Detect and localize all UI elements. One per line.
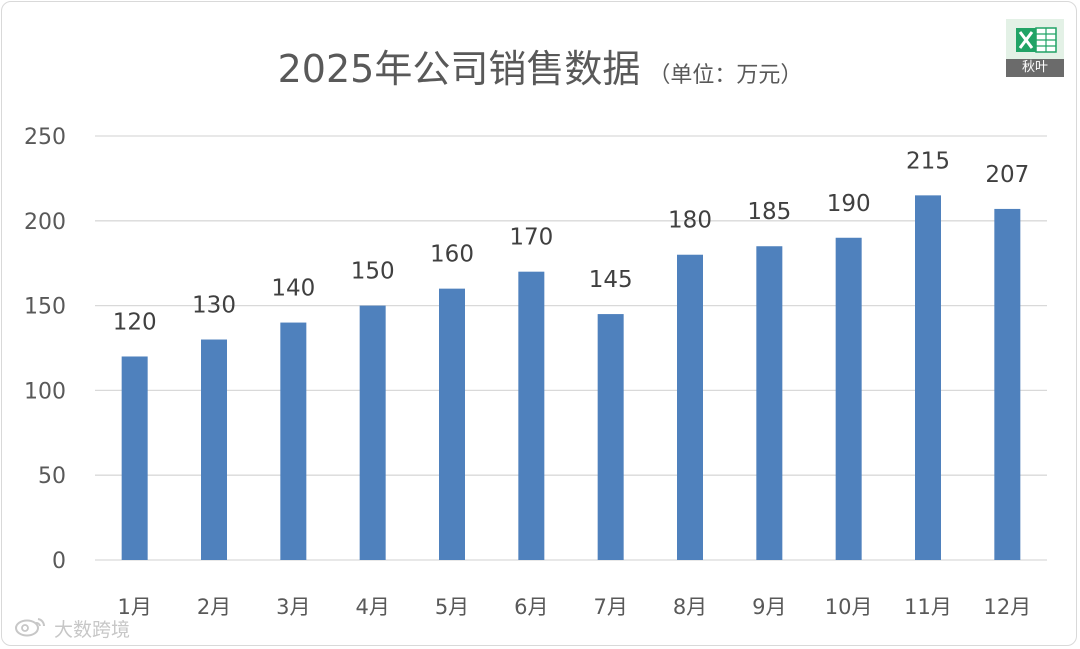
data-label: 140 xyxy=(271,276,315,302)
excel-icon xyxy=(1006,19,1064,59)
y-tick-label: 150 xyxy=(24,295,66,320)
x-tick-label: 3月 xyxy=(276,595,310,619)
data-label: 170 xyxy=(509,225,553,251)
y-tick-label: 0 xyxy=(52,549,66,574)
bar xyxy=(439,288,465,560)
bar xyxy=(677,254,703,560)
y-tick-label: 100 xyxy=(24,379,66,404)
bar xyxy=(597,314,624,560)
x-tick-label: 9月 xyxy=(752,595,786,619)
data-label: 180 xyxy=(668,208,712,234)
bar xyxy=(518,271,545,560)
data-label: 120 xyxy=(113,309,157,335)
x-tick-label: 12月 xyxy=(983,595,1031,619)
bar xyxy=(756,246,783,561)
data-label: 160 xyxy=(430,242,474,268)
gridlines xyxy=(95,135,1047,561)
x-tick-label: 7月 xyxy=(593,595,627,619)
chart-title: 2025年公司销售数据 xyxy=(277,47,641,91)
data-label: 185 xyxy=(747,199,791,225)
data-labels: 120 130 140 150 160 170 145 180 185 190 215 207 xyxy=(113,148,1030,335)
y-tick-label: 250 xyxy=(24,125,66,150)
excel-logo: 秋叶 xyxy=(1006,19,1064,77)
data-label: 207 xyxy=(985,162,1029,188)
bar xyxy=(121,356,148,560)
data-label: 150 xyxy=(351,259,395,285)
bar xyxy=(280,322,307,560)
x-tick-label: 5月 xyxy=(435,595,469,619)
data-label: 215 xyxy=(906,148,950,174)
y-axis-ticks: 0 50 100 150 200 250 xyxy=(24,125,66,574)
x-tick-label: 10月 xyxy=(825,595,873,619)
data-label: 190 xyxy=(827,191,871,217)
weibo-icon xyxy=(14,615,48,642)
x-tick-label: 4月 xyxy=(355,595,389,619)
data-label: 130 xyxy=(192,293,236,319)
x-tick-label: 1月 xyxy=(117,595,151,619)
y-tick-label: 200 xyxy=(24,210,66,235)
chart-title-block: 2025年公司销售数据 （单位：万元） xyxy=(0,38,1080,93)
chart-subtitle: （单位：万元） xyxy=(648,63,803,88)
x-tick-label: 8月 xyxy=(673,595,707,619)
y-tick-label: 50 xyxy=(38,464,66,489)
data-label: 145 xyxy=(589,267,633,293)
x-axis-ticks: 1月 2月 3月 4月 5月 6月 7月 8月 9月 10月 11月 12月 xyxy=(117,595,1031,619)
bar xyxy=(201,339,227,560)
bar xyxy=(359,305,386,560)
watermark-text: 大数跨境 xyxy=(54,619,131,641)
watermark: 大数跨境 xyxy=(14,615,130,642)
x-tick-label: 6月 xyxy=(514,595,548,619)
x-tick-label: 11月 xyxy=(904,595,952,619)
x-tick-label: 2月 xyxy=(197,595,231,619)
logo-label: 秋叶 xyxy=(1006,59,1064,77)
bar xyxy=(835,237,862,560)
bar xyxy=(994,208,1021,561)
bars xyxy=(121,195,1021,561)
bar xyxy=(915,195,941,561)
